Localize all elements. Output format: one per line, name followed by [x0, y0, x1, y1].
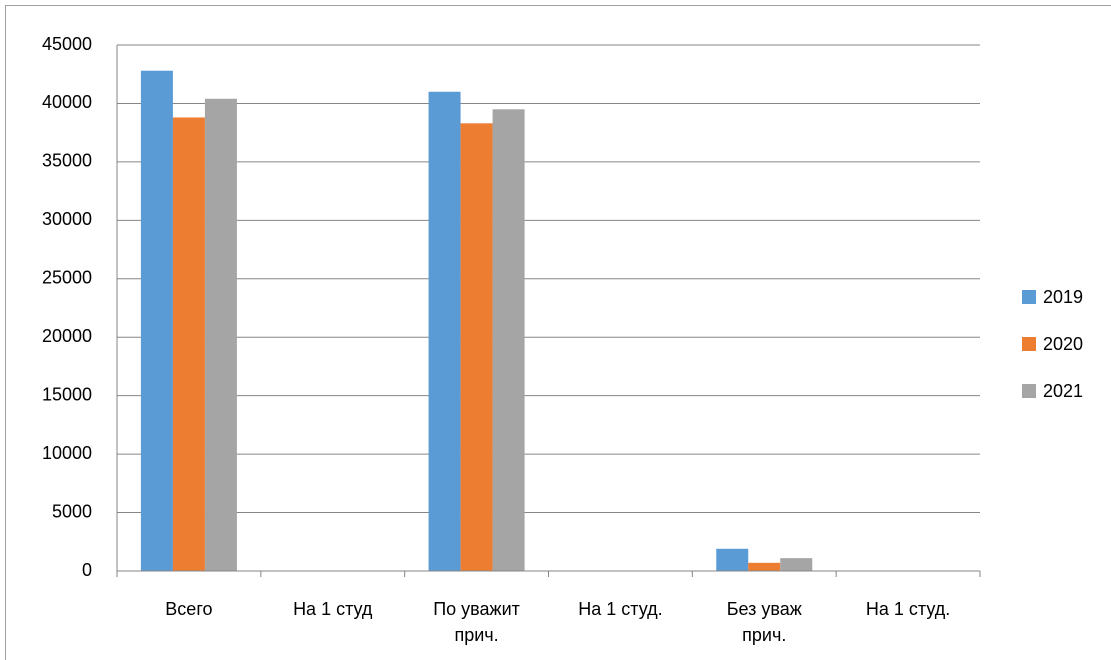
bar	[204, 98, 237, 571]
x-tick-label: На 1 студ.	[865, 599, 951, 619]
x-tick-label: Всего	[165, 599, 213, 619]
y-tick-label: 20000	[42, 326, 92, 346]
y-tick-label: 40000	[42, 92, 92, 112]
y-tick-label: 25000	[42, 268, 92, 288]
y-tick-label: 35000	[42, 151, 92, 171]
y-tick-label: 45000	[42, 34, 92, 54]
y-tick-label: 5000	[52, 501, 92, 521]
y-tick-label: 15000	[42, 384, 92, 404]
legend-swatch	[1022, 290, 1036, 304]
y-tick-label: 10000	[42, 443, 92, 463]
x-tick-label: На 1 студ	[293, 599, 373, 619]
legend-label: 2019	[1043, 287, 1083, 307]
bar	[428, 91, 461, 571]
legend-swatch	[1022, 337, 1036, 351]
bar	[780, 558, 813, 571]
legend-label: 2021	[1043, 381, 1083, 401]
bar	[748, 562, 781, 571]
bar	[140, 70, 173, 572]
x-tick-label: Без уваж прич.	[726, 599, 802, 645]
x-tick-label: На 1 студ.	[578, 599, 663, 619]
y-tick-label: 30000	[42, 209, 92, 229]
bar	[492, 109, 525, 572]
bar	[172, 117, 205, 572]
bar	[460, 123, 493, 571]
legend-swatch	[1022, 384, 1036, 398]
x-tick-label: По уважит прич.	[433, 599, 520, 645]
bar	[716, 548, 749, 571]
legend-label: 2020	[1043, 334, 1083, 354]
y-tick-label: 0	[82, 560, 92, 580]
